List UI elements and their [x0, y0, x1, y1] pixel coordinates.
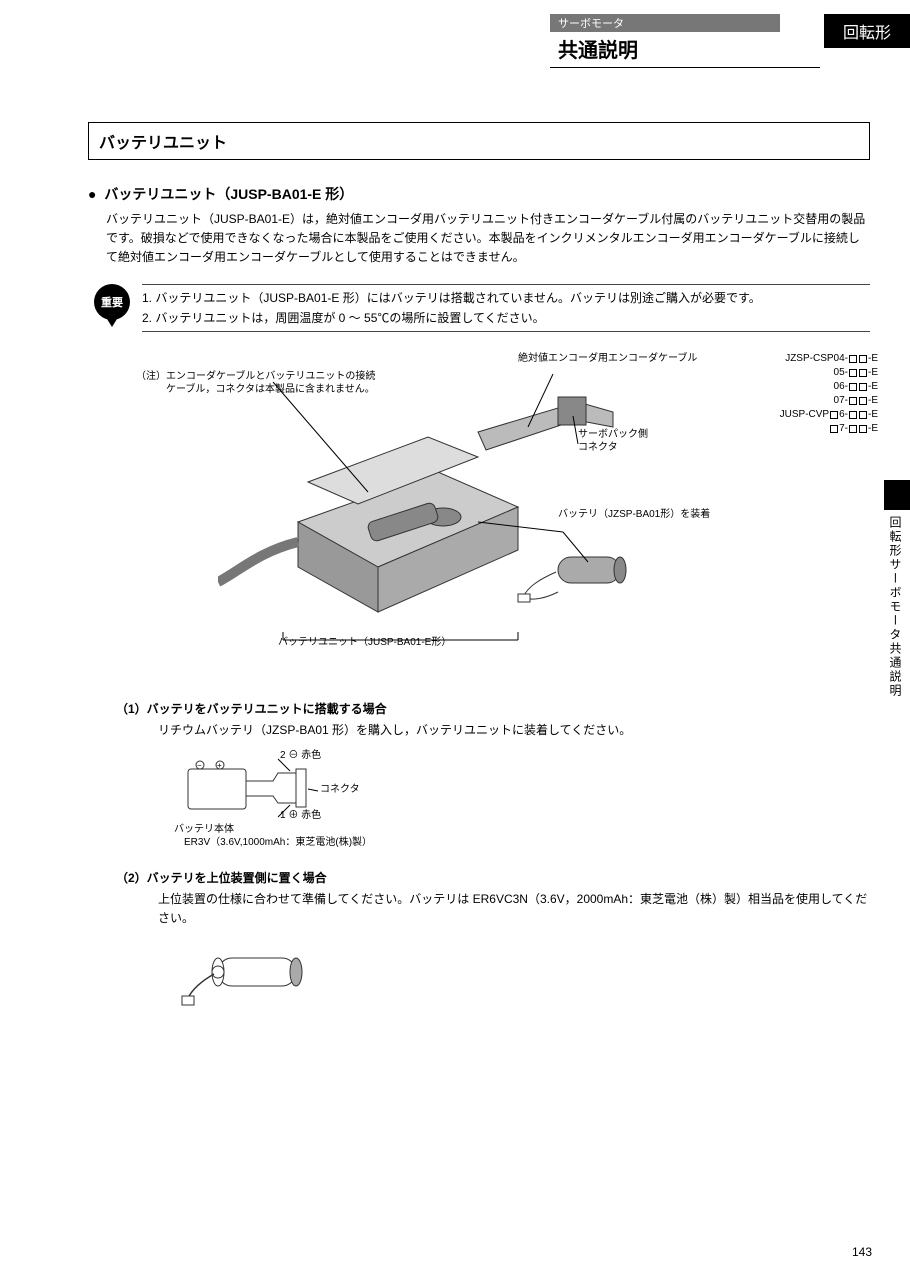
battery-spec-label: ER3V（3.6V,1000mAh：東芝電池(株)製） — [174, 836, 372, 849]
section-title: バッテリユニット — [88, 122, 870, 160]
battery-pinout-diagram: − + 2 ⊖ 赤色 1 ⊕ 赤色 コネクタ バッテリ本体 ER3V（3.6V,… — [178, 751, 418, 851]
sec2-body: 上位装置の仕様に合わせて準備してください。バッテリは ER6VC3N（3.6V，… — [158, 890, 870, 928]
header-category: サーボモータ — [550, 14, 780, 32]
diagram-encoder-cable-label: 絶対値エンコーダ用エンコーダケーブル — [518, 352, 697, 365]
header-type-label: 回転形 — [824, 14, 910, 48]
battery-unit-illustration — [218, 372, 638, 672]
important-item-2: 2. バッテリユニットは，周囲温度が 0 〜 55℃の場所に設置してください。 — [142, 308, 870, 328]
svg-text:−: − — [197, 761, 202, 770]
subheading: バッテリユニット（JUSP-BA01-E 形） — [88, 184, 870, 204]
side-tab-marker — [884, 480, 910, 510]
battery-body-label: バッテリ本体 — [174, 823, 234, 836]
important-badge-text: 重要 — [94, 284, 130, 320]
header-title: 共通説明 — [550, 32, 820, 68]
main-diagram: （注）エンコーダケーブルとバッテリユニットの接続 ケーブル，コネクタは本製品に含… — [88, 352, 870, 672]
side-tab-label: 回転形サーボモータ共通説明 — [884, 512, 910, 702]
sec2-heading: （2）バッテリを上位装置側に置く場合 — [116, 869, 870, 886]
page-number: 143 — [852, 1245, 872, 1259]
important-item-1: 1. バッテリユニット（JUSP-BA01-E 形）にはバッテリは搭載されていま… — [142, 288, 870, 308]
pin2-label: 2 ⊖ 赤色 — [280, 749, 321, 762]
important-block: 重要 1. バッテリユニット（JUSP-BA01-E 形）にはバッテリは搭載され… — [94, 284, 870, 333]
connector-label: コネクタ — [320, 783, 360, 796]
model-list: JZSP-CSP04--E 05--E 06--E 07--E JUSP-CVP… — [780, 352, 878, 436]
sec1-body: リチウムバッテリ（JZSP-BA01 形）を購入し，バッテリユニットに装着してく… — [158, 721, 870, 740]
battery-cylinder-diagram — [178, 938, 318, 1018]
important-text: 1. バッテリユニット（JUSP-BA01-E 形）にはバッテリは搭載されていま… — [142, 284, 870, 333]
sec1-heading: （1）バッテリをバッテリユニットに搭載する場合 — [116, 700, 870, 717]
svg-text:+: + — [217, 761, 222, 770]
intro-text: バッテリユニット（JUSP-BA01-E）は，絶対値エンコーダ用バッテリユニット… — [106, 210, 870, 268]
pin1-label: 1 ⊕ 赤色 — [280, 809, 321, 822]
important-icon: 重要 — [94, 284, 130, 327]
